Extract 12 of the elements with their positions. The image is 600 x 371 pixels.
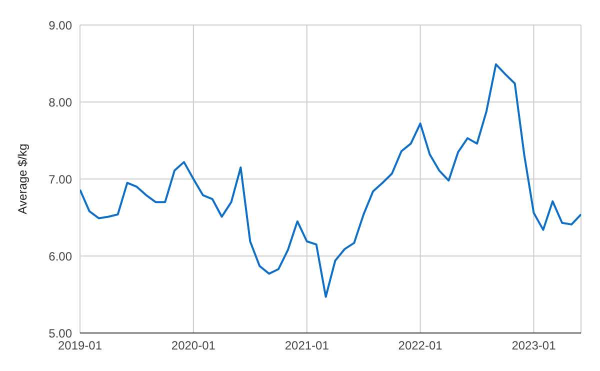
y-tick-label: 9.00	[48, 18, 72, 32]
y-axis-title: Average $/kg	[15, 144, 30, 214]
x-tick-label: 2023-01	[512, 338, 556, 353]
x-tick-label: 2021-01	[284, 338, 330, 353]
y-tick-label: 8.00	[48, 95, 72, 110]
x-tick-label: 2022-01	[398, 338, 443, 353]
x-tick-label: 2019-01	[58, 338, 102, 353]
y-tick-label: 5.00	[48, 326, 72, 340]
line-series	[80, 63, 581, 298]
x-tick-label: 2020-01	[171, 338, 216, 353]
y-tick-label: 6.00	[48, 249, 72, 264]
y-tick-label: 7.00	[48, 172, 72, 186]
